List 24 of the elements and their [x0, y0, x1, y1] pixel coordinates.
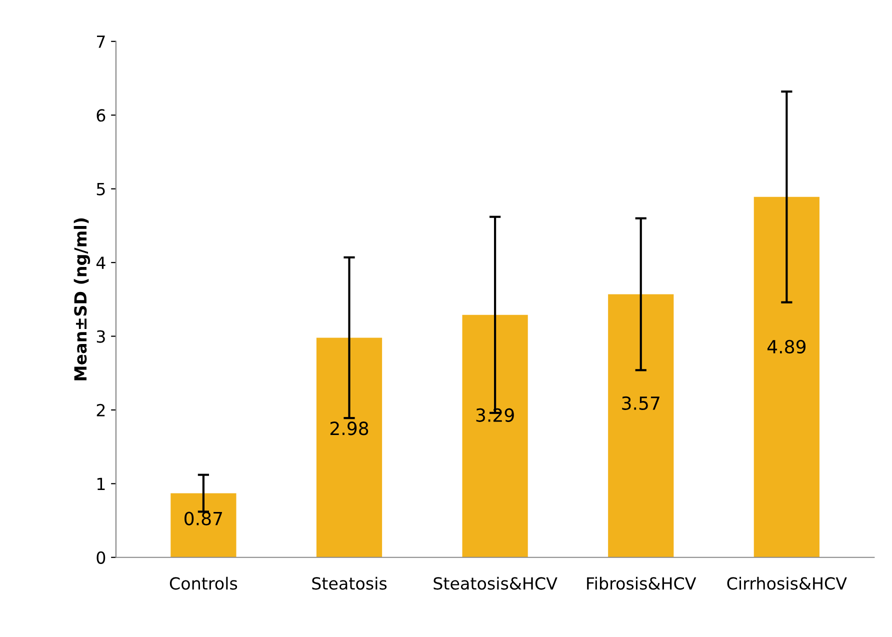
bar [170, 493, 236, 558]
bar [754, 196, 820, 558]
y-axis-title: Mean±SD (ng/ml) [74, 218, 90, 380]
x-tick-label: Steatosis [312, 576, 387, 590]
x-tick-label: Fibrosis&HCV [587, 576, 696, 590]
data-label: 0.87 [184, 512, 222, 526]
x-tick-label: Controls [170, 576, 238, 590]
y-tick-label: 3 [96, 330, 105, 343]
y-tick-label: 1 [97, 478, 105, 490]
y-tick-label: 2 [96, 404, 105, 416]
bar [462, 314, 528, 558]
bar [608, 294, 674, 558]
data-label: 3.57 [622, 396, 660, 410]
data-label: 2.98 [330, 422, 368, 436]
y-tick-label: 6 [96, 109, 106, 122]
x-tick-label: Steatosis&HCV [434, 576, 558, 590]
data-label: 3.29 [476, 408, 514, 422]
y-tick-label: 7 [97, 36, 105, 48]
x-tick-label: Cirrhosis&HCV [727, 576, 847, 590]
data-label: 4.89 [767, 340, 806, 354]
y-tick-label: 0 [96, 551, 106, 564]
y-tick-label: 4 [96, 256, 106, 269]
bar [316, 338, 382, 558]
y-tick-label: 5 [96, 183, 105, 196]
